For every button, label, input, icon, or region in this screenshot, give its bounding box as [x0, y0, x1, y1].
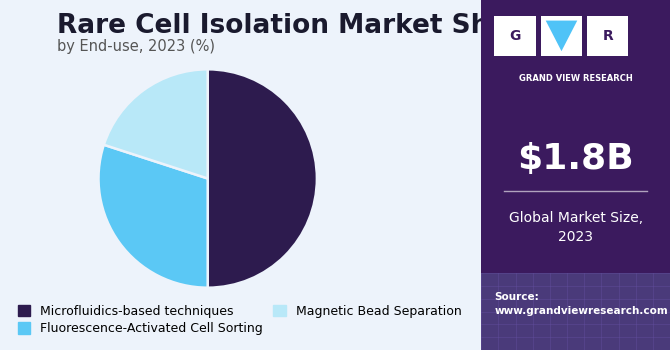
Wedge shape — [208, 69, 317, 288]
Text: Global Market Size,
2023: Global Market Size, 2023 — [509, 211, 643, 244]
Text: $1.8B: $1.8B — [517, 142, 634, 176]
Text: R: R — [602, 29, 613, 43]
FancyBboxPatch shape — [481, 0, 670, 350]
Text: Rare Cell Isolation Market Share: Rare Cell Isolation Market Share — [57, 13, 538, 38]
FancyBboxPatch shape — [587, 16, 628, 56]
Wedge shape — [104, 69, 208, 178]
Text: G: G — [510, 29, 521, 43]
FancyBboxPatch shape — [481, 273, 670, 350]
Legend: Microfluidics-based techniques, Fluorescence-Activated Cell Sorting, Magnetic Be: Microfluidics-based techniques, Fluoresc… — [13, 300, 466, 340]
FancyBboxPatch shape — [541, 16, 582, 56]
Text: GRAND VIEW RESEARCH: GRAND VIEW RESEARCH — [519, 74, 632, 83]
FancyBboxPatch shape — [494, 16, 536, 56]
Wedge shape — [98, 145, 208, 288]
Text: Source:
www.grandviewresearch.com: Source: www.grandviewresearch.com — [494, 293, 668, 316]
Text: by End-use, 2023 (%): by End-use, 2023 (%) — [57, 39, 215, 54]
Polygon shape — [545, 21, 578, 51]
